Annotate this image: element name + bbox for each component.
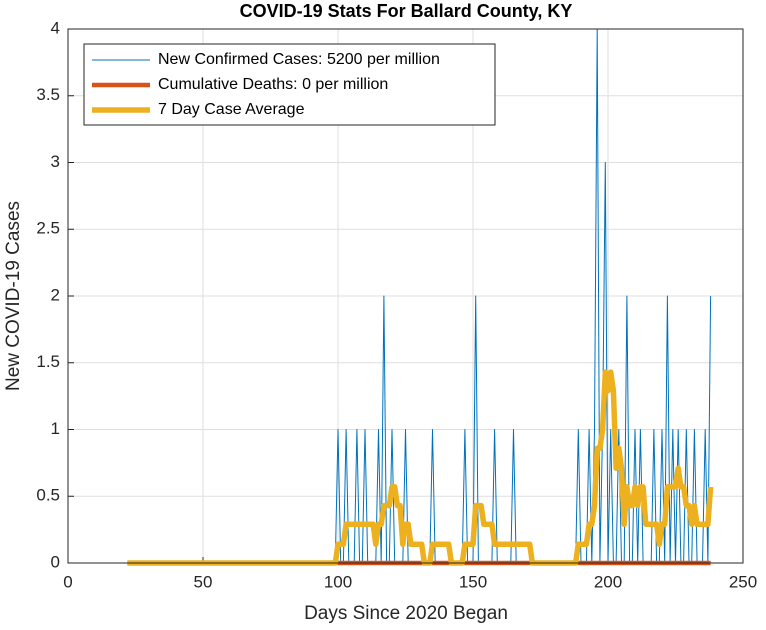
legend-label: New Confirmed Cases: 5200 per million: [158, 51, 440, 68]
y-tick-label: 2: [51, 285, 60, 304]
y-tick-label: 3.5: [36, 85, 60, 104]
legend-box: [83, 43, 496, 126]
y-axis-label: New COVID-19 Cases: [3, 201, 24, 391]
x-tick-label: 0: [63, 572, 72, 591]
y-tick-label: 0: [51, 552, 60, 571]
x-tick-label: 200: [594, 572, 622, 591]
y-tick-label: 4: [51, 18, 60, 37]
x-axis-label: Days Since 2020 Began: [304, 603, 508, 624]
y-tick-label: 3: [51, 152, 60, 171]
legend-label: 7 Day Case Average: [158, 101, 305, 118]
x-tick-label: 150: [459, 572, 487, 591]
chart-title: COVID-19 Stats For Ballard County, KY: [240, 1, 573, 21]
y-tick-label: 1: [51, 419, 60, 438]
y-tick-label: 1.5: [36, 352, 60, 371]
x-tick-label: 250: [729, 572, 757, 591]
x-tick-label: 100: [324, 572, 352, 591]
legend: New Confirmed Cases: 5200 per million Cum…: [83, 43, 496, 126]
axes-box: [67, 28, 744, 564]
legend-label: Cumulative Deaths: 0 per million: [158, 76, 388, 93]
x-tick-label: 50: [194, 572, 213, 591]
y-tick-label: 0.5: [36, 486, 60, 505]
y-tick-label: 2.5: [36, 219, 60, 238]
